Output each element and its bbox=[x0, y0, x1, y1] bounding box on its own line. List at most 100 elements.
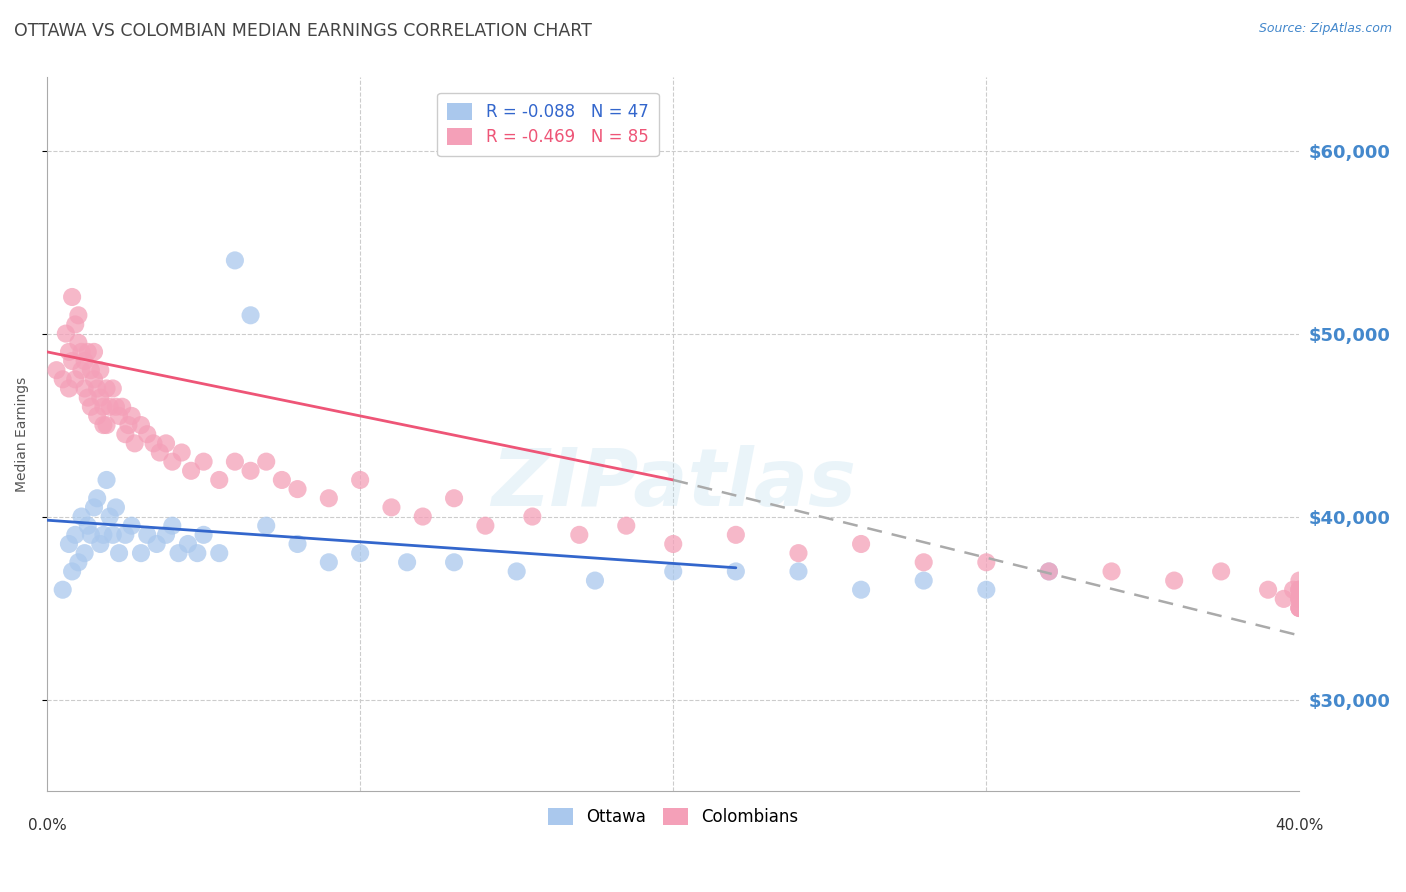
Point bbox=[96, 382, 118, 396]
Point bbox=[443, 555, 465, 569]
Point bbox=[65, 528, 87, 542]
Point bbox=[349, 546, 371, 560]
Point bbox=[186, 546, 208, 560]
Y-axis label: Median Earnings: Median Earnings bbox=[15, 376, 30, 491]
Point bbox=[1288, 582, 1310, 597]
Point bbox=[224, 455, 246, 469]
Point bbox=[287, 537, 309, 551]
Point bbox=[1282, 582, 1305, 597]
Point bbox=[155, 528, 177, 542]
Point bbox=[162, 455, 184, 469]
Point bbox=[96, 418, 118, 433]
Point bbox=[849, 582, 872, 597]
Point bbox=[93, 528, 115, 542]
Point bbox=[1257, 582, 1279, 597]
Point bbox=[121, 518, 143, 533]
Point bbox=[254, 455, 277, 469]
Point bbox=[70, 344, 93, 359]
Point bbox=[121, 409, 143, 423]
Point bbox=[662, 537, 685, 551]
Point bbox=[108, 409, 131, 423]
Point bbox=[224, 253, 246, 268]
Point bbox=[614, 518, 637, 533]
Point bbox=[136, 427, 159, 442]
Point bbox=[1038, 565, 1060, 579]
Point bbox=[208, 546, 231, 560]
Point bbox=[1288, 591, 1310, 606]
Point bbox=[101, 382, 124, 396]
Point bbox=[145, 537, 167, 551]
Point bbox=[60, 290, 83, 304]
Point bbox=[976, 555, 998, 569]
Point bbox=[73, 546, 96, 560]
Point bbox=[86, 491, 108, 506]
Point bbox=[1288, 601, 1310, 615]
Point bbox=[114, 528, 136, 542]
Point bbox=[1288, 582, 1310, 597]
Point bbox=[83, 372, 105, 386]
Point bbox=[55, 326, 77, 341]
Point bbox=[80, 363, 103, 377]
Point bbox=[349, 473, 371, 487]
Point bbox=[70, 509, 93, 524]
Point bbox=[83, 344, 105, 359]
Point bbox=[60, 354, 83, 368]
Point bbox=[89, 391, 111, 405]
Point bbox=[98, 509, 121, 524]
Point bbox=[1272, 591, 1295, 606]
Text: Source: ZipAtlas.com: Source: ZipAtlas.com bbox=[1258, 22, 1392, 36]
Point bbox=[98, 400, 121, 414]
Point bbox=[568, 528, 591, 542]
Point bbox=[254, 518, 277, 533]
Point bbox=[89, 363, 111, 377]
Point bbox=[149, 445, 172, 459]
Point bbox=[58, 344, 80, 359]
Point bbox=[167, 546, 190, 560]
Point bbox=[1038, 565, 1060, 579]
Text: OTTAWA VS COLOMBIAN MEDIAN EARNINGS CORRELATION CHART: OTTAWA VS COLOMBIAN MEDIAN EARNINGS CORR… bbox=[14, 22, 592, 40]
Point bbox=[129, 418, 152, 433]
Point bbox=[239, 308, 262, 322]
Point bbox=[270, 473, 292, 487]
Point bbox=[83, 500, 105, 515]
Point bbox=[101, 528, 124, 542]
Point bbox=[93, 418, 115, 433]
Point bbox=[52, 582, 75, 597]
Point bbox=[104, 400, 127, 414]
Point bbox=[80, 528, 103, 542]
Point bbox=[65, 318, 87, 332]
Point bbox=[787, 565, 810, 579]
Point bbox=[1288, 582, 1310, 597]
Legend: Ottawa, Colombians: Ottawa, Colombians bbox=[541, 801, 806, 832]
Point bbox=[86, 382, 108, 396]
Point bbox=[474, 518, 496, 533]
Point bbox=[70, 363, 93, 377]
Point bbox=[380, 500, 402, 515]
Point bbox=[136, 528, 159, 542]
Point bbox=[114, 427, 136, 442]
Point bbox=[412, 509, 434, 524]
Point bbox=[724, 528, 747, 542]
Point bbox=[80, 400, 103, 414]
Point bbox=[1288, 591, 1310, 606]
Point bbox=[505, 565, 527, 579]
Point bbox=[239, 464, 262, 478]
Point bbox=[724, 565, 747, 579]
Point bbox=[96, 473, 118, 487]
Point bbox=[142, 436, 165, 450]
Text: 40.0%: 40.0% bbox=[1275, 819, 1323, 833]
Point bbox=[65, 372, 87, 386]
Point bbox=[117, 418, 139, 433]
Point bbox=[180, 464, 202, 478]
Point bbox=[58, 382, 80, 396]
Point bbox=[129, 546, 152, 560]
Point bbox=[58, 537, 80, 551]
Point bbox=[108, 546, 131, 560]
Point bbox=[73, 382, 96, 396]
Point bbox=[124, 436, 146, 450]
Point bbox=[912, 555, 935, 569]
Point bbox=[89, 537, 111, 551]
Point bbox=[67, 555, 90, 569]
Point bbox=[177, 537, 200, 551]
Point bbox=[73, 354, 96, 368]
